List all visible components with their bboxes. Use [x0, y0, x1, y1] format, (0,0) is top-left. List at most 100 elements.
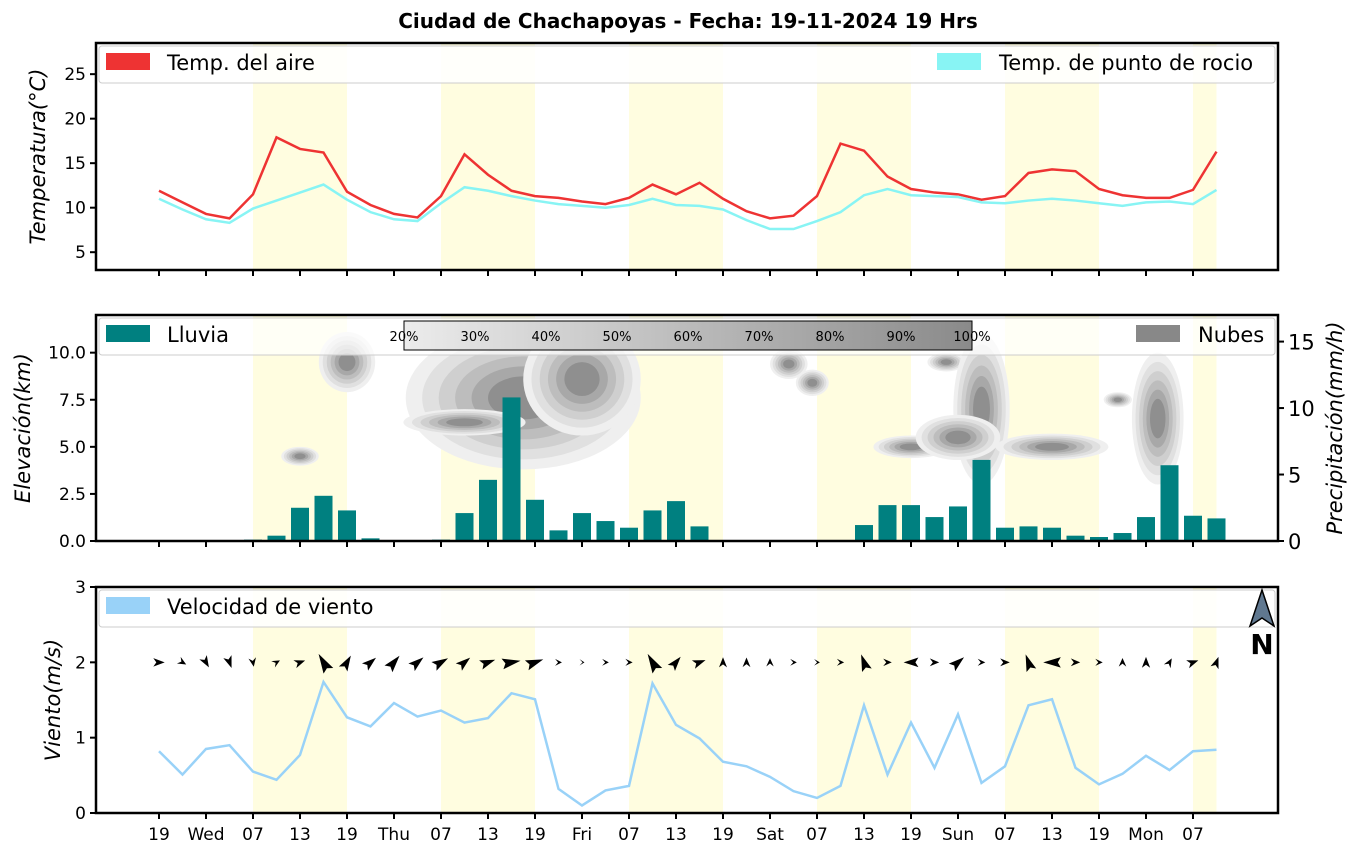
legend-swatch: [106, 53, 150, 70]
rain-bar: [925, 517, 944, 541]
wind-arrow-icon: [602, 658, 609, 666]
wind-arrow-icon: [1163, 658, 1172, 669]
rain-bar: [573, 513, 591, 541]
wind-arrow-icon: [384, 655, 400, 673]
wind-arrow-icon: [153, 658, 165, 667]
wind-arrow-head: [602, 658, 609, 666]
wind-arrow-icon: [691, 660, 706, 669]
wind-arrow-icon: [293, 660, 306, 669]
wind-arrow-head: [293, 660, 306, 669]
cloud-contour: [294, 453, 306, 460]
cloud-contour: [899, 443, 923, 451]
y-tick-label: 0.0: [59, 532, 86, 552]
x-tick-label: 07: [430, 825, 452, 845]
wind-arrow-head: [1070, 658, 1081, 667]
rain-bar: [549, 530, 568, 541]
wind-arrow-icon: [579, 659, 585, 666]
wind-arrow-head: [501, 658, 521, 670]
rain-bar: [620, 527, 638, 541]
wind-arrow-icon: [929, 658, 940, 667]
y-axis-label-right: Precipitación(mm/h): [1323, 321, 1347, 534]
legend-box: [98, 589, 1276, 628]
wind-arrow-icon: [1000, 658, 1010, 667]
rain-bar: [1137, 517, 1155, 541]
rain-bar: [1113, 533, 1132, 541]
y-tick-label: 7.5: [59, 391, 86, 411]
wind-arrow-head: [318, 653, 334, 674]
rain-bar: [267, 535, 286, 541]
chart-title: Ciudad de Chachapoyas - Fecha: 19-11-202…: [398, 9, 978, 33]
wind-arrow-icon: [1070, 658, 1081, 667]
legend-label: Velocidad de viento: [167, 595, 373, 619]
wind-arrow-icon: [1186, 660, 1199, 669]
wind-arrow-icon: [1095, 658, 1103, 666]
wind-arrow-head: [929, 658, 940, 667]
y-tick-label: 2: [75, 653, 86, 673]
cloud-scale-label: 100%: [953, 330, 990, 345]
wind-arrow-icon: [718, 657, 728, 668]
wind-arrow-icon: [1118, 657, 1127, 667]
wind-arrow-head: [625, 658, 633, 666]
rain-bar: [1207, 518, 1226, 541]
wind-arrow-icon: [903, 657, 919, 668]
wind-arrow-head: [1210, 656, 1219, 670]
wind-arrow-icon: [223, 655, 232, 669]
wind-arrow-icon: [176, 656, 187, 665]
wind-arrow-head: [766, 658, 774, 667]
wind-arrow-icon: [555, 658, 562, 666]
rain-bar: [314, 495, 333, 541]
wind-arrow-head: [1118, 657, 1127, 667]
wind-arrow-head: [176, 656, 187, 665]
legend-label: Lluvia: [167, 323, 229, 347]
wind-arrow-head: [524, 659, 544, 671]
wind-arrow-head: [836, 658, 845, 666]
cloud-contour: [807, 378, 818, 387]
x-tick-label: Sun: [942, 825, 974, 845]
x-tick-label: 19: [1088, 825, 1110, 845]
y-tick-label: 0: [75, 804, 86, 824]
wind-arrow-icon: [977, 658, 986, 666]
wind-arrow-icon: [248, 657, 256, 667]
wind-arrow-icon: [1025, 654, 1037, 673]
wind-arrow-icon: [948, 657, 965, 672]
wind-arrow-head: [431, 658, 449, 671]
rain-bar: [1160, 465, 1179, 541]
rain-bar: [1019, 526, 1038, 541]
x-tick-label: 13: [1041, 825, 1063, 845]
cloud-scale-label: 60%: [674, 330, 703, 345]
wind-arrow-head: [718, 657, 728, 668]
y-tick-label: 1: [75, 729, 86, 749]
wind-arrow-icon: [814, 659, 820, 666]
x-tick-label: 19: [900, 825, 922, 845]
rain-bar: [479, 479, 497, 541]
wind-arrow-head: [408, 657, 424, 672]
y-axis-label: Elevación(km): [11, 353, 35, 503]
wind-arrow-icon: [338, 655, 351, 672]
wind-arrow-head: [814, 659, 820, 666]
wind-arrow-head: [1186, 660, 1199, 669]
wind-arrow-head: [861, 654, 872, 673]
y-tick-label: 3: [75, 578, 86, 598]
wind-arrow-icon: [766, 658, 774, 667]
rain-bar: [902, 505, 920, 541]
wind-arrow-head: [903, 657, 919, 668]
cloud-scale-label: 80%: [816, 330, 845, 345]
cloud-scale-label: 40%: [532, 330, 561, 345]
wind-arrow-icon: [271, 660, 280, 668]
x-tick-label: Mon: [1128, 825, 1164, 845]
y-tick-label-right: 15: [1288, 331, 1315, 355]
wind-arrow-head: [153, 658, 165, 667]
wind-arrow-icon: [431, 658, 449, 671]
cloud-contour: [945, 430, 971, 445]
wind-arrow-icon: [408, 657, 424, 672]
x-tick-label: Wed: [187, 825, 224, 845]
cloud-contour: [1113, 397, 1123, 403]
rain-bar: [855, 525, 873, 541]
cloud-contour: [1035, 442, 1069, 451]
wind-arrow-head: [223, 655, 232, 669]
x-tick-label: 07: [994, 825, 1016, 845]
legend-swatch: [1136, 325, 1180, 342]
daylight-band: [1193, 587, 1217, 813]
wind-arrow-head: [948, 657, 965, 672]
legend-swatch: [106, 597, 150, 614]
